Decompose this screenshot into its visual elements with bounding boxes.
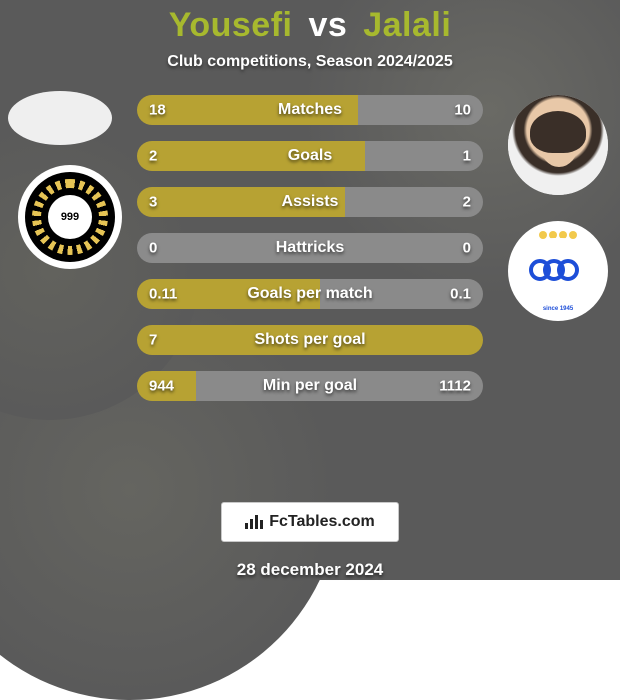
- stat-label: Goals: [288, 147, 332, 165]
- stat-row: 18 Matches 10: [137, 95, 483, 125]
- stat-left-value: 3: [149, 194, 157, 211]
- stat-label: Matches: [278, 101, 342, 119]
- stat-left-value: 0: [149, 240, 157, 257]
- stat-left-value: 0.11: [149, 286, 177, 303]
- club2-since: since 1945: [517, 306, 599, 312]
- stat-right-value: 1: [463, 148, 471, 165]
- player2-avatar: [508, 95, 608, 195]
- stat-label: Assists: [282, 193, 339, 211]
- stat-row: 7 Shots per goal: [137, 325, 483, 355]
- stat-label: Goals per match: [247, 285, 372, 303]
- stat-row: 0.11 Goals per match 0.1: [137, 279, 483, 309]
- stat-left-value: 18: [149, 102, 166, 119]
- stat-row: 0 Hattricks 0: [137, 233, 483, 263]
- stat-right-value: 0.1: [450, 286, 471, 303]
- stat-row: 944 Min per goal 1112: [137, 371, 483, 401]
- stat-left-value: 944: [149, 378, 174, 395]
- vs-text: vs: [308, 6, 347, 44]
- stat-label: Hattricks: [276, 239, 344, 257]
- player2-name: Jalali: [363, 6, 451, 44]
- stat-left-value: 2: [149, 148, 157, 165]
- date: 28 december 2024: [237, 560, 384, 580]
- player1-name: Yousefi: [169, 6, 293, 44]
- stat-right-value: 2: [463, 194, 471, 211]
- stat-label: Min per goal: [263, 377, 357, 395]
- content: Yousefi vs Jalali Club competitions, Sea…: [0, 0, 620, 580]
- stat-right-value: 10: [454, 102, 471, 119]
- stat-label: Shots per goal: [254, 331, 365, 349]
- subtitle: Club competitions, Season 2024/2025: [167, 53, 452, 71]
- site-logo: FcTables.com: [221, 502, 399, 542]
- comparison-title: Yousefi vs Jalali: [169, 6, 452, 45]
- stat-row: 3 Assists 2: [137, 187, 483, 217]
- bars-icon: [245, 515, 263, 529]
- club1-logo-text: 999: [48, 195, 92, 239]
- stats-area: 999 since 1945 18 Matches 10 2 Goals 1 3 Assist…: [0, 91, 620, 498]
- stat-left-value: 7: [149, 332, 157, 349]
- stat-right-value: 1112: [439, 378, 471, 395]
- player2-club-logo: since 1945: [508, 221, 608, 321]
- player1-avatar: [8, 91, 112, 145]
- stat-row: 2 Goals 1: [137, 141, 483, 171]
- stat-right-value: 0: [463, 240, 471, 257]
- player1-club-logo: 999: [18, 165, 122, 269]
- stat-bars: 18 Matches 10 2 Goals 1 3 Assists 2 0 Hattricks 0 0.…: [137, 95, 483, 401]
- site-name: FcTables.com: [269, 513, 375, 531]
